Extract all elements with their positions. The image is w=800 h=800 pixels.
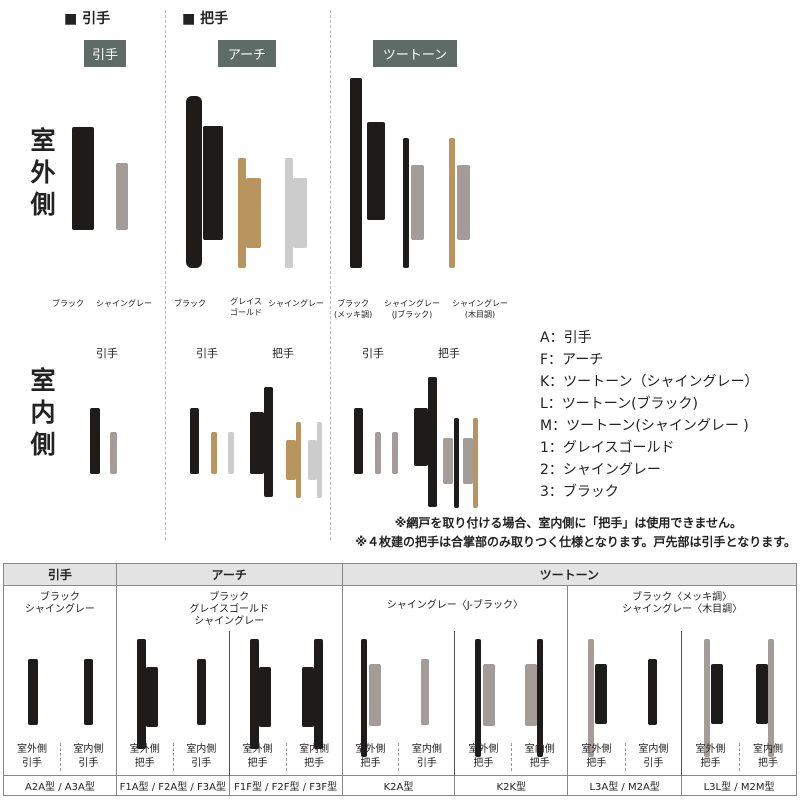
indoor-label: 室内側 引手 — [398, 743, 454, 771]
badge-pull: 引手 — [84, 40, 126, 67]
type-label: 把手 — [272, 347, 294, 360]
color-label: ブラック — [52, 299, 84, 308]
color-label: シャイングレー — [96, 299, 152, 308]
model-name: K2A型 — [341, 775, 456, 796]
indoor-label: 室内側 引手 — [172, 743, 229, 771]
outdoor-label: 室外側 把手 — [242, 744, 273, 769]
legend-pull: ■ 引手 — [64, 11, 111, 27]
note-four-panel: ※４枚建の把手は合掌部のみ取りつく仕様となります。戸先部は引手となります。 — [355, 535, 796, 549]
indoor-label: 室内側 把手 — [511, 743, 567, 771]
color-label: ブラック — [174, 299, 206, 308]
table-header: ツートーン — [341, 563, 798, 586]
color-label: ブラック (メッキ調) — [334, 299, 373, 319]
color-label: グレイス ゴールド — [230, 297, 262, 317]
table-header: 引手 — [3, 563, 117, 586]
handle-image — [230, 638, 342, 759]
model-name: F1A型 / F2A型 / F3A型 — [115, 775, 230, 796]
color-desc: ブラック グレイスゴールド シャイングレー — [115, 585, 343, 631]
type-label: 引手 — [362, 347, 384, 360]
type-label: 引手 — [196, 347, 218, 360]
color-label: シャイングレー — [268, 299, 324, 308]
outdoor-label: 室外側 把手 — [581, 744, 612, 769]
type-label: 把手 — [438, 347, 460, 360]
product-cell: 室外側 把手 室内側 引手 — [341, 630, 455, 776]
handle-image — [568, 638, 681, 759]
legend-grip: ■ 把手 — [182, 11, 229, 27]
outdoor-label: 室外側 把手 — [129, 744, 160, 769]
model-name: F1F型 / F2F型 / F3F型 — [228, 775, 343, 796]
product-cell: 室外側 把手 室内側 把手 — [454, 630, 568, 776]
indoor-label: 室内側 引手 — [624, 743, 681, 771]
type-label: 引手 — [96, 347, 118, 360]
table-header: アーチ — [115, 563, 343, 586]
model-table: 引手 アーチ ツートーン ブラック シャイングレー ブラック グレイスゴールド … — [3, 563, 798, 796]
product-cell: 室外側 把手 室内側 引手 — [115, 630, 230, 776]
code-key-list: A：引手 F：アーチ K：ツートーン（シャイングレー） L：ツートーン(ブラック… — [540, 330, 759, 500]
outdoor-label: 室外側 把手 — [468, 744, 499, 769]
model-name: K2K型 — [454, 775, 569, 796]
model-name: L3A型 / M2A型 — [567, 775, 683, 796]
handle-image — [682, 638, 796, 759]
outdoor-label: 室外側 把手 — [695, 744, 726, 769]
color-desc: ブラック シャイングレー — [3, 585, 117, 631]
product-cell: 室外側 把手 室内側 把手 — [681, 630, 797, 776]
product-cell: 室外側 把手 室内側 把手 — [228, 630, 343, 776]
note-screen: ※網戸を取り付ける場合、室内側に「把手」は使用できません。 — [394, 516, 742, 530]
model-name: L3L型 / M2M型 — [681, 775, 797, 796]
outdoor-label: 室外側 把手 — [355, 744, 386, 769]
color-label: シャイングレー (Jブラック) — [384, 299, 440, 319]
model-name: A2A型 / A3A型 — [3, 775, 117, 796]
side-label-outdoor: 室外側 — [30, 126, 56, 219]
divider — [165, 10, 166, 540]
indoor-label: 室内側 把手 — [285, 743, 342, 771]
product-cell: 室外側 把手 室内側 引手 — [567, 630, 682, 776]
color-label: シャイングレー (木目調) — [452, 299, 508, 319]
product-cell: 室外側 引手 室内側 引手 — [3, 630, 117, 776]
handle-image — [4, 639, 116, 759]
indoor-label: 室内側 把手 — [739, 743, 796, 771]
color-desc: ブラック〈メッキ調〉 シャイングレー〈木目調〉 — [567, 585, 797, 631]
side-label-indoor: 室内側 — [30, 366, 56, 459]
outdoor-label: 室外側 引手 — [16, 744, 47, 769]
handle-image — [343, 638, 455, 759]
handle-image — [117, 638, 229, 759]
color-desc: シャイングレー〈J-ブラック〉 — [341, 585, 568, 631]
handle-image — [455, 638, 567, 759]
divider — [330, 10, 331, 540]
badge-two-tone: ツートーン — [373, 40, 457, 67]
indoor-label: 室内側 引手 — [59, 743, 116, 771]
badge-arch: アーチ — [218, 40, 276, 67]
